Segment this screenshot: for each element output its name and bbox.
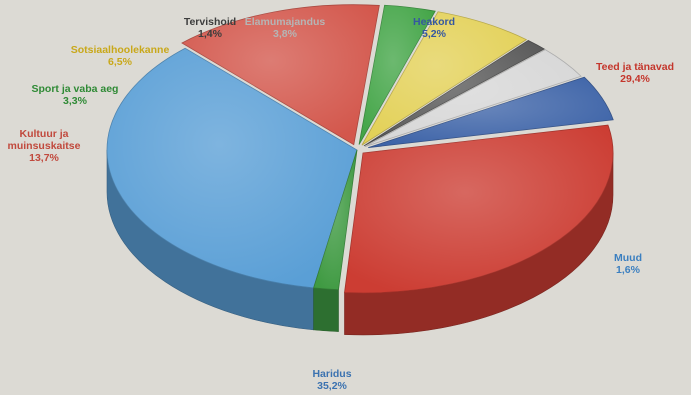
pie-slice-name: Kultuur ja: [20, 128, 69, 140]
pie-slice-label: Muud 1,6%: [614, 252, 642, 276]
pie-sides: [106, 149, 614, 336]
pie-slice-highlight: [313, 150, 357, 290]
pie-slice-name: Haridus: [312, 368, 351, 380]
pie-slice-highlight: [181, 4, 380, 145]
pie-labels: Haridus 35,2% Kultuur ja muinsuskaitse 13,7%…: [8, 16, 674, 392]
pie-slice-label: Teed ja tänavad 29,4%: [596, 61, 674, 85]
pie-slice-value: 29,4%: [620, 73, 650, 85]
pie-slice-name: Teed ja tänavad: [596, 61, 674, 73]
pie-slice-label: Heakord 5,2%: [413, 16, 455, 40]
pie-slice-highlight: [344, 125, 614, 293]
pie-slice-label: Tervishoid 1,4%: [184, 16, 236, 40]
pie-slice-name: Sport ja vaba aeg: [32, 83, 119, 95]
pie-slice-label: Sport ja vaba aeg 3,3%: [32, 83, 119, 107]
pie-tops: [106, 4, 614, 294]
pie-slice-label: Haridus 35,2%: [312, 368, 351, 392]
pie-slice-value: 3,3%: [63, 95, 88, 107]
pie-slice-value: 13,7%: [29, 152, 59, 164]
pie-slice-highlight: [359, 5, 436, 145]
pie-slice-name: Muud: [614, 252, 642, 264]
pie-slice-name: muinsuskaitse: [8, 140, 81, 152]
pie-slice-name: Elamumajandus: [245, 16, 326, 28]
pie-slice-highlight: [363, 40, 545, 146]
pie-slice-highlight: [364, 49, 582, 147]
pie-slice-highlight: [107, 48, 357, 288]
pie-slice-label: Elamumajandus 3,8%: [245, 16, 326, 40]
pie-slice-label: Kultuur ja muinsuskaitse 13,7%: [8, 128, 81, 164]
pie-slice-side: [313, 287, 339, 332]
pie-slice-value: 1,4%: [198, 28, 223, 40]
pie-slice-value: 3,8%: [273, 28, 298, 40]
pie-slice-label: Sotsiaalhoolekanne 6,5%: [71, 44, 170, 68]
pie-slice-name: Tervishoid: [184, 16, 236, 28]
pie-slice-value: 6,5%: [108, 56, 133, 68]
pie-slice-value: 35,2%: [317, 380, 347, 392]
pie-slice-name: Heakord: [413, 16, 455, 28]
pie-slice-highlight: [368, 77, 614, 148]
pie-slice-name: Sotsiaalhoolekanne: [71, 44, 170, 56]
pie-slice-value: 5,2%: [422, 28, 447, 40]
pie-slice-highlight: [361, 11, 527, 146]
pie-slice-value: 1,6%: [616, 264, 641, 276]
